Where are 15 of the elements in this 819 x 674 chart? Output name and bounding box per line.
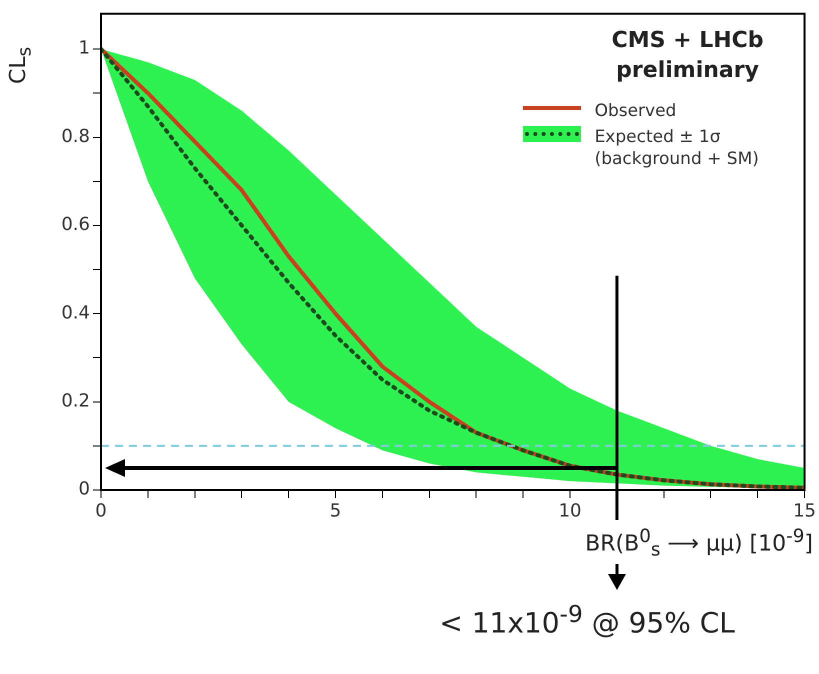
legend-label: Expected ± 1σ (background + SM) — [594, 126, 760, 170]
text: CMS + LHCb preliminary — [610, 26, 765, 85]
y-tick-label: 0.4 — [61, 302, 90, 324]
x-tick-label: 5 — [330, 500, 342, 522]
y-tick-label: 0 — [78, 478, 90, 500]
y-tick-label: 1 — [78, 38, 90, 59]
x-tick-label: 0 — [95, 500, 107, 522]
x-axis-title: BR(B$^{0}$$_{s}$ ⟶ μμ) [10$^{-9}$] — [585, 526, 813, 561]
legend-label: Observed — [594, 100, 678, 122]
x-tick-label: 15 — [793, 500, 816, 522]
y-tick-label: 0.6 — [61, 214, 90, 236]
y-tick-label: 0.2 — [61, 390, 90, 412]
x-tick-label: 10 — [558, 500, 582, 522]
text: < 11x10$^{-9}$ @ 95% CL — [439, 600, 735, 640]
y-tick-label: 0.8 — [61, 126, 90, 147]
